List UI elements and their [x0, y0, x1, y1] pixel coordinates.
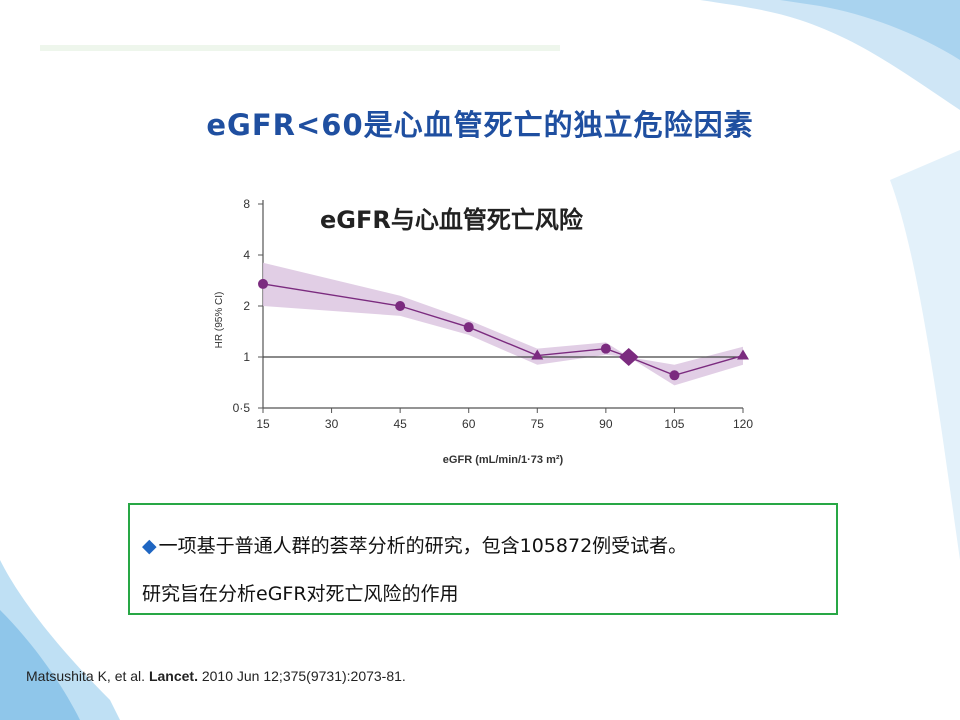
data-point	[395, 301, 406, 311]
reference-point	[618, 348, 639, 366]
y-tick-label: 2	[243, 299, 250, 313]
citation-details: 2010 Jun 12;375(9731):2073-81.	[197, 668, 406, 684]
data-point	[463, 322, 474, 333]
y-tick-label: 8	[243, 197, 250, 211]
citation-journal: Lancet.	[148, 668, 198, 684]
x-tick-label: 90	[599, 417, 613, 431]
y-tick-label: 0·5	[233, 401, 251, 415]
diamond-bullet-icon: ◆	[142, 535, 157, 557]
x-axis-label: eGFR (mL/min/1·73 m²)	[443, 454, 564, 466]
data-point	[531, 349, 544, 360]
chart-title: eGFR与心血管死亡风险	[320, 206, 584, 234]
slide-title: eGFR<60是心血管死亡的独立危险因素	[206, 108, 754, 142]
data-point	[258, 278, 268, 289]
y-tick-label: 1	[243, 350, 250, 364]
plot-layer: 0·5 1 2 4 8 15 30 45 60 75 90 105 120	[233, 197, 754, 431]
series-line	[262, 283, 744, 377]
y-tick-label: 4	[243, 248, 250, 262]
summary-text-2: 研究旨在分析eGFR对死亡风险的作用	[142, 583, 459, 605]
summary-line-1: ◆ 一项基于普通人群的荟萃分析的研究，包含105872例受试者。	[142, 531, 687, 558]
x-tick-label: 45	[393, 417, 407, 431]
x-tick-label: 75	[531, 417, 545, 431]
chart-svg: eGFR与心血管死亡风险 HR (95% CI) eGFR (mL/min/1·…	[200, 190, 780, 480]
chart: eGFR与心血管死亡风险 HR (95% CI) eGFR (mL/min/1·…	[200, 190, 780, 480]
data-point	[600, 343, 611, 354]
x-tick-label: 60	[462, 417, 476, 431]
citation: Matsushita K, et al. Lancet. 2010 Jun 12…	[26, 668, 406, 684]
data-point	[737, 349, 749, 360]
x-tick-label: 120	[733, 417, 753, 431]
x-tick-label: 105	[664, 417, 684, 431]
summary-box: ◆ 一项基于普通人群的荟萃分析的研究，包含105872例受试者。 研究旨在分析eG…	[128, 503, 838, 615]
data-point	[669, 370, 680, 381]
y-axis-label: HR (95% CI)	[214, 292, 225, 349]
x-tick-label: 15	[256, 417, 270, 431]
citation-authors: Matsushita K, et al.	[26, 668, 149, 684]
x-tick-label: 30	[325, 417, 339, 431]
summary-text-1: 一项基于普通人群的荟萃分析的研究，包含105872例受试者。	[158, 535, 688, 557]
